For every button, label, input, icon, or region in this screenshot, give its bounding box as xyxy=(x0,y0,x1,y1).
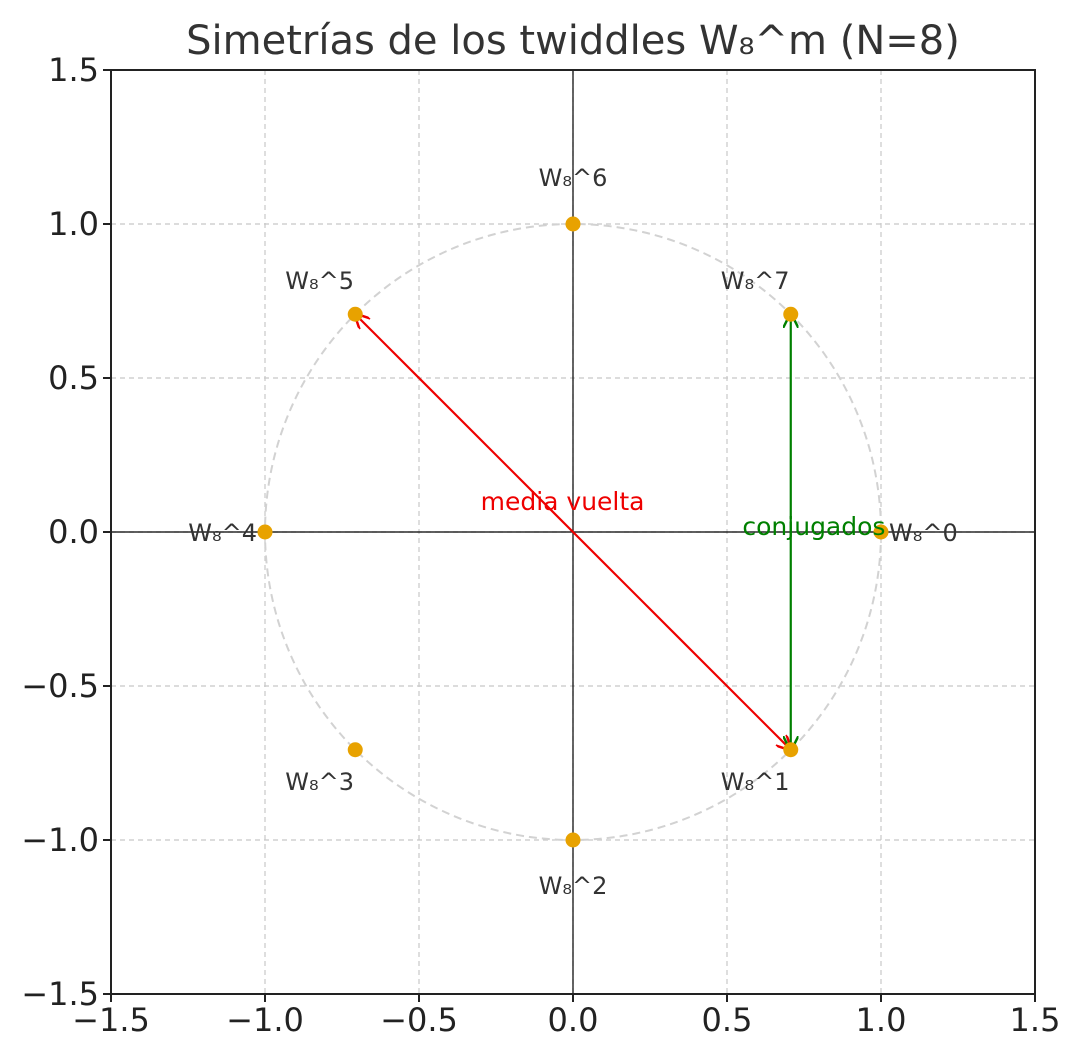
annotation-text: media vuelta xyxy=(481,487,645,516)
symmetry-arrow xyxy=(355,314,791,750)
point-label: W₈^1 xyxy=(721,768,790,796)
point-label: W₈^0 xyxy=(889,519,958,547)
x-tick-label: −1.5 xyxy=(72,1001,150,1039)
x-tick-label: 0.5 xyxy=(702,1001,753,1039)
twiddle-point xyxy=(783,306,799,322)
axis-ticks: −1.5 −1.0 −0.5 0.0 0.5 1.0 1.5 −1.5 −1.0 −0.5 0.0 0… xyxy=(21,51,1060,1039)
y-tick-label: 1.0 xyxy=(48,205,99,243)
annotation-text: conjugados xyxy=(742,512,885,541)
x-tick-label: −0.5 xyxy=(380,1001,458,1039)
twiddle-point xyxy=(873,524,889,540)
point-label: W₈^3 xyxy=(285,768,354,796)
point-label: W₈^2 xyxy=(539,872,608,900)
twiddle-points xyxy=(257,216,889,848)
twiddle-point xyxy=(347,742,363,758)
x-tick-label: 1.5 xyxy=(1010,1001,1061,1039)
twiddle-point xyxy=(783,742,799,758)
twiddle-point xyxy=(257,524,273,540)
x-tick-label: 0.0 xyxy=(548,1001,599,1039)
point-label: W₈^6 xyxy=(539,164,608,192)
y-tick-label: 0.5 xyxy=(48,359,99,397)
point-label: W₈^7 xyxy=(721,267,790,295)
point-label: W₈^5 xyxy=(285,267,354,295)
symmetry-arrows xyxy=(355,314,791,750)
x-tick-label: −1.0 xyxy=(226,1001,304,1039)
y-tick-label: −0.5 xyxy=(21,667,99,705)
y-tick-label: −1.0 xyxy=(21,821,99,859)
twiddle-point xyxy=(347,306,363,322)
y-tick-label: 1.5 xyxy=(48,51,99,89)
twiddle-point xyxy=(565,216,581,232)
twiddle-point xyxy=(565,832,581,848)
point-labels: W₈^0 W₈^1 W₈^2 W₈^3 W₈^4 W₈^5 W₈^6 W₈^7 xyxy=(188,164,957,900)
chart-title: Simetrías de los twiddles W₈^m (N=8) xyxy=(186,18,960,64)
x-tick-label: 1.0 xyxy=(856,1001,907,1039)
annotation-labels: media vuelta conjugados xyxy=(481,487,886,541)
y-tick-label: 0.0 xyxy=(48,513,99,551)
y-tick-label: −1.5 xyxy=(21,975,99,1013)
point-label: W₈^4 xyxy=(188,519,257,547)
